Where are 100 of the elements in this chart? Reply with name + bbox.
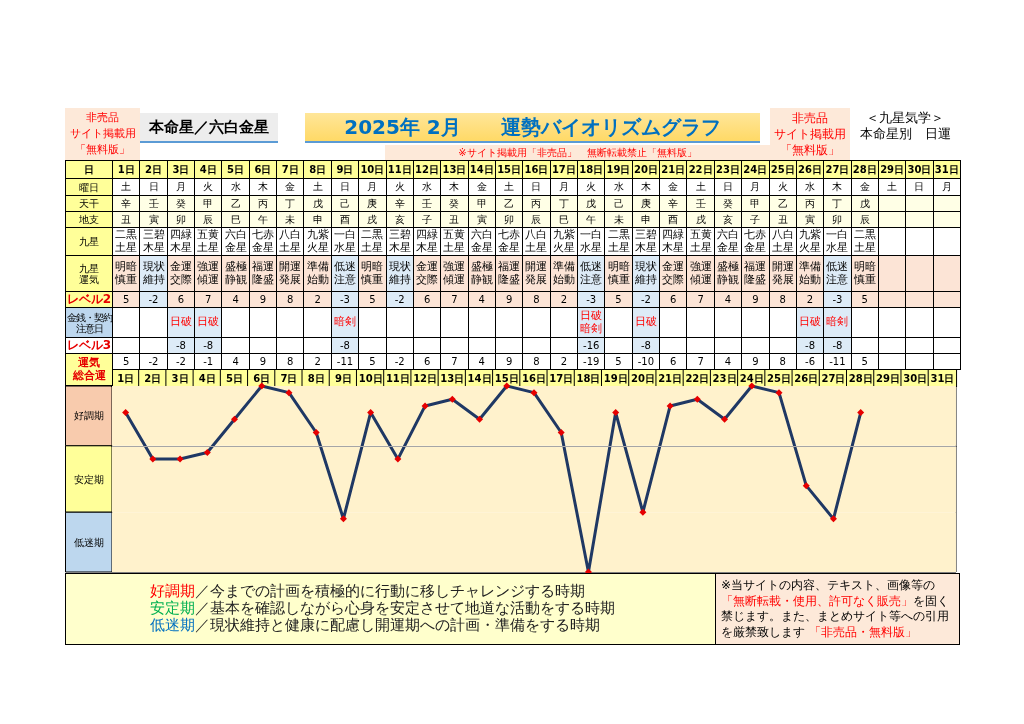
text: 5 <box>369 293 376 305</box>
x-tick-label: 5日 <box>221 160 250 179</box>
text: 8 <box>779 293 786 305</box>
text: 8 <box>287 293 294 305</box>
text: 「無料版」 <box>780 142 840 158</box>
category-label: 29日 <box>875 372 900 384</box>
data-label: 6 <box>659 353 688 370</box>
point <box>530 389 538 397</box>
category-label: 九星運気 <box>79 262 99 285</box>
x-tick-label: 24日 <box>741 160 770 179</box>
text: 日 <box>722 181 733 193</box>
category-label: 地支 <box>79 214 99 225</box>
category-label: 24日 <box>739 372 764 384</box>
category-label: 15日 <box>494 372 519 384</box>
x-tick-label: 27日 <box>823 160 852 179</box>
text: 申 <box>640 213 651 225</box>
point <box>503 382 511 390</box>
data-label: -2 <box>139 353 168 370</box>
text: 壬 <box>695 197 706 209</box>
point <box>857 409 865 417</box>
text: 5 <box>615 293 622 305</box>
x-tick-label: 9日 <box>330 160 360 179</box>
text: 7 <box>205 293 212 305</box>
text: 火 <box>203 181 214 193</box>
text: 土 <box>887 181 898 193</box>
text: 火 <box>777 181 788 193</box>
text: 四緑木星 <box>662 227 685 254</box>
category-label: 17日 <box>549 372 574 384</box>
point <box>231 415 239 423</box>
point <box>367 409 375 417</box>
text: 九紫火星 <box>799 227 822 254</box>
data-label: -19 <box>577 353 606 370</box>
text: 一白水星 <box>580 227 603 254</box>
text: 日破 <box>169 315 192 329</box>
point <box>639 508 647 516</box>
text: 水 <box>613 181 624 193</box>
x-axis-title: 日 <box>139 178 168 196</box>
data-label: -1 <box>194 353 223 370</box>
text: 明暗慎重 <box>607 259 630 286</box>
point <box>312 429 320 436</box>
text: サイト掲載用 <box>69 126 136 142</box>
text: 丙 <box>257 197 268 209</box>
x-tick-label: 11日 <box>385 160 414 179</box>
point <box>448 395 456 403</box>
x-tick-label: 31日 <box>932 160 961 179</box>
text: 庚 <box>640 197 651 209</box>
text: 明暗慎重 <box>115 259 138 286</box>
x-tick-label: 22日 <box>686 160 715 179</box>
text: 四緑木星 <box>416 227 439 254</box>
text: -3 <box>340 293 350 305</box>
data-label: -10 <box>631 353 661 370</box>
x-tick-label: 17日 <box>549 160 579 179</box>
text: 辰 <box>203 213 214 225</box>
point <box>775 389 783 397</box>
text: 明暗慎重 <box>853 259 876 286</box>
text: 4 <box>232 293 239 305</box>
text: 七赤金星 <box>251 227 274 254</box>
text: 金運交際 <box>662 259 685 286</box>
text: 低迷注意 <box>334 259 356 286</box>
text: 月 <box>941 181 952 193</box>
text: 卯 <box>504 213 515 225</box>
text: 現状維持 <box>634 259 657 286</box>
text: 癸 <box>449 197 460 209</box>
text: 戌 <box>367 213 378 225</box>
text: 甲 <box>476 197 487 209</box>
text: 己 <box>613 197 624 209</box>
text: -2 <box>640 293 651 305</box>
text: -2 <box>394 293 405 305</box>
text: 金運交際 <box>416 259 439 286</box>
text: 乙 <box>504 197 515 209</box>
text: 癸 <box>175 197 186 209</box>
text: 日 <box>84 163 94 175</box>
text: サイト掲載用 <box>774 126 846 142</box>
text: 寅 <box>805 213 816 225</box>
x-tick-label: 7日 <box>276 160 305 179</box>
text: 三碧木星 <box>634 227 657 254</box>
text: 暗剣 <box>826 315 849 329</box>
point <box>176 455 184 463</box>
data-label: -2 <box>166 353 196 370</box>
x-tick-label: 30日 <box>905 160 934 179</box>
text: 日破暗剣 <box>580 308 603 335</box>
category-label: 23日 <box>712 372 737 384</box>
text: -8 <box>640 339 651 351</box>
data-label: 7 <box>440 353 469 370</box>
text: 乙 <box>777 197 788 209</box>
text: 丑 <box>121 213 132 225</box>
point <box>557 429 565 436</box>
text: 日 <box>531 181 542 193</box>
text: 未 <box>613 213 624 225</box>
text: 開運発展 <box>525 259 548 286</box>
text: 火 <box>394 181 405 193</box>
point <box>721 415 729 423</box>
text: 亥 <box>394 213 405 225</box>
text: -8 <box>175 339 186 351</box>
text: 壬 <box>422 197 433 209</box>
text: 壬 <box>148 197 159 209</box>
data-label: 4 <box>713 353 743 370</box>
text: 日破 <box>799 315 822 329</box>
text: 低迷注意 <box>826 259 849 286</box>
text: 水 <box>230 181 241 193</box>
